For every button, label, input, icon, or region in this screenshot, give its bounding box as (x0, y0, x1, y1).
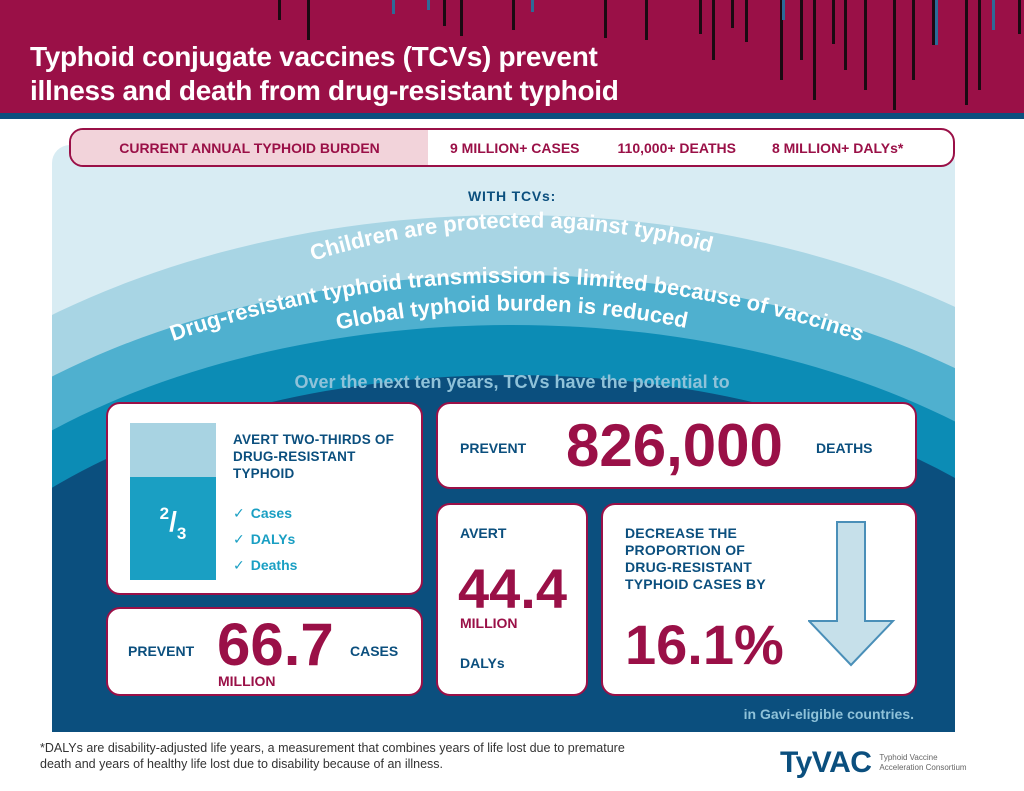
proportion-text: DECREASE THE PROPORTION OF DRUG-RESISTAN… (625, 525, 766, 592)
checklist-item: ✓ DALYs (233, 531, 296, 547)
dalys-scale: MILLION (460, 615, 518, 631)
tyvac-logo: TyVAC Typhoid Vaccine Acceleration Conso… (780, 746, 967, 780)
outcome-checklist: ✓ Cases ✓ DALYs ✓ Deaths (233, 500, 297, 578)
with-tcvs-heading: WITH TCVs: (467, 188, 557, 204)
down-arrow-icon (808, 521, 896, 667)
logo-subtitle: Typhoid Vaccine Acceleration Consortium (879, 753, 967, 772)
check-icon: ✓ (233, 505, 245, 521)
deaths-card: PREVENT 826,000 DEATHS (436, 402, 917, 489)
logo-mark: TyVAC (780, 746, 872, 779)
gavi-note: in Gavi-eligible countries. (743, 706, 914, 722)
two-thirds-card: 2/3 AVERT TWO-THIRDS OF DRUG-RESISTANT T… (106, 402, 423, 595)
header-banner: Typhoid conjugate vaccines (TCVs) preven… (0, 0, 1024, 113)
deaths-value: 826,000 (566, 412, 783, 479)
checklist-item: ✓ Deaths (233, 557, 298, 573)
proportion-value: 16.1% (625, 613, 784, 676)
check-icon: ✓ (233, 531, 245, 547)
fraction-bar-filled (130, 477, 216, 580)
check-icon: ✓ (233, 557, 245, 573)
cases-scale: MILLION (218, 673, 276, 689)
burden-cases: 9 MILLION+ CASES (450, 139, 580, 156)
checklist-item: ✓ Cases (233, 505, 292, 521)
two-thirds-title: AVERT TWO-THIRDS OF DRUG-RESISTANT TYPHO… (233, 432, 395, 481)
proportion-card: DECREASE THE PROPORTION OF DRUG-RESISTAN… (601, 503, 917, 696)
fraction-label: 2/3 (159, 504, 187, 543)
dalys-unit: DALYs (460, 655, 505, 671)
cases-unit: CASES (350, 643, 399, 659)
burden-label: CURRENT ANNUAL TYPHOID BURDEN (71, 130, 428, 165)
burden-deaths: 110,000+ DEATHS (617, 139, 736, 156)
potential-text: Over the next ten years, TCVs have the p… (294, 372, 730, 392)
header-accent-bar (0, 113, 1024, 119)
fraction-bar-remaining (130, 423, 216, 477)
dalys-value: 44.4 (458, 557, 567, 620)
annual-burden-bar: CURRENT ANNUAL TYPHOID BURDEN 9 MILLION+… (69, 128, 955, 167)
burden-dalys: 8 MILLION+ DALYs* (771, 139, 904, 156)
cases-value: 66.7 (217, 611, 334, 678)
deaths-unit: DEATHS (816, 440, 873, 456)
deaths-verb: PREVENT (460, 440, 527, 456)
dalys-card: AVERT 44.4 MILLION DALYs (436, 503, 588, 696)
dalys-footnote: *DALYs are disability-adjusted life year… (40, 741, 625, 771)
cases-verb: PREVENT (128, 643, 195, 659)
cases-card: PREVENT 66.7 MILLION CASES (106, 607, 423, 696)
page-title: Typhoid conjugate vaccines (TCVs) preven… (30, 41, 619, 106)
dalys-verb: AVERT (460, 525, 507, 541)
